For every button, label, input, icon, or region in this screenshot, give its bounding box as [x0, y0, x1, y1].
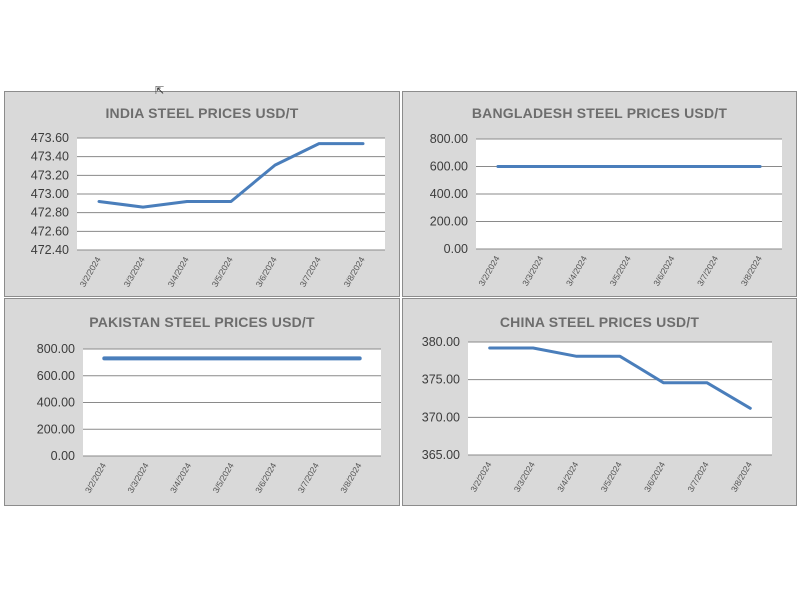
x-tick-label: 3/3/2024 [125, 461, 150, 495]
china-chart-svg: 380.00 375.00 370.00 365.00 3/2/2024 3/3/2024… [422, 335, 772, 494]
chart-title: PAKISTAN STEEL PRICES USD/T [89, 314, 315, 330]
y-tick-label: 472.80 [31, 206, 69, 220]
x-tick-label: 3/2/2024 [476, 254, 501, 288]
pakistan-chart-svg: 800.00 600.00 400.00 200.00 0.00 3/2/2024 3/3/… [37, 342, 381, 495]
plot-area [468, 342, 772, 455]
x-tick-label: 3/4/2024 [168, 461, 193, 495]
x-tick-label: 3/4/2024 [166, 255, 191, 289]
x-tick-label: 3/7/2024 [296, 461, 321, 495]
y-tick-label: 473.60 [31, 131, 69, 145]
y-tick-label: 370.00 [422, 410, 460, 424]
y-tick-label: 400.00 [430, 187, 468, 201]
x-tick-label: 3/5/2024 [211, 461, 236, 495]
y-tick-label: 473.20 [31, 168, 69, 182]
x-tick-label: 3/5/2024 [608, 254, 633, 288]
y-tick-label: 473.40 [31, 150, 69, 164]
y-tick-label: 200.00 [430, 215, 468, 229]
y-tick-label: 800.00 [430, 132, 468, 146]
x-tick-label: 3/2/2024 [468, 460, 493, 494]
x-tick-label: 3/3/2024 [122, 255, 147, 289]
pakistan-chart-panel: PAKISTAN STEEL PRICES USD/T 800.00 600.00… [4, 298, 400, 506]
y-tick-label: 600.00 [430, 160, 468, 174]
x-tick-label: 3/5/2024 [210, 255, 235, 289]
series-line [488, 346, 752, 410]
india-chart-svg: 473.60 473.40 473.20 473.00 472.80 472.60 472.… [31, 131, 385, 289]
x-tick-label: 3/6/2024 [253, 461, 278, 495]
y-tick-label: 472.40 [31, 243, 69, 257]
x-tick-label: 3/5/2024 [599, 460, 624, 494]
x-tick-label: 3/7/2024 [298, 255, 323, 289]
y-tick-label: 0.00 [444, 242, 468, 256]
y-tick-label: 800.00 [37, 342, 75, 356]
y-tick-label: 400.00 [37, 396, 75, 410]
india-chart-panel: INDIA STEEL PRICES USD/T 473.60 473.40 473… [4, 91, 400, 297]
x-tick-label: 3/8/2024 [342, 255, 367, 289]
y-tick-label: 375.00 [422, 373, 460, 387]
bangladesh-chart-svg: 800.00 600.00 400.00 200.00 0.00 3/2/2024 3/3/… [430, 132, 782, 288]
chart-title: BANGLADESH STEEL PRICES USD/T [471, 105, 728, 121]
x-tick-label: 3/6/2024 [254, 255, 279, 289]
x-tick-label: 3/2/2024 [78, 255, 103, 289]
y-tick-label: 472.60 [31, 224, 69, 238]
x-tick-label: 3/8/2024 [338, 461, 363, 495]
china-chart-panel: CHINA STEEL PRICES USD/T 380.00 375.00 370… [402, 298, 797, 506]
x-tick-label: 3/7/2024 [685, 460, 710, 494]
chart-title: INDIA STEEL PRICES USD/T [105, 105, 299, 121]
y-tick-label: 380.00 [422, 335, 460, 349]
y-tick-label: 473.00 [31, 187, 69, 201]
x-tick-label: 3/2/2024 [83, 461, 108, 495]
x-tick-label: 3/7/2024 [695, 254, 720, 288]
x-tick-label: 3/6/2024 [651, 254, 676, 288]
x-tick-label: 3/6/2024 [642, 460, 667, 494]
y-tick-label: 0.00 [51, 449, 75, 463]
x-tick-label: 3/8/2024 [739, 254, 764, 288]
y-tick-label: 200.00 [37, 422, 75, 436]
bangladesh-chart-panel: BANGLADESH STEEL PRICES USD/T 800.00 600.… [402, 91, 797, 297]
x-tick-label: 3/3/2024 [520, 254, 545, 288]
x-tick-label: 3/3/2024 [512, 460, 537, 494]
x-tick-label: 3/4/2024 [555, 460, 580, 494]
y-tick-label: 365.00 [422, 448, 460, 462]
x-tick-label: 3/4/2024 [564, 254, 589, 288]
chart-title: CHINA STEEL PRICES USD/T [499, 314, 700, 330]
mouse-cursor-icon: ⇱ [155, 85, 165, 97]
x-tick-label: 3/8/2024 [729, 460, 754, 494]
y-tick-label: 600.00 [37, 369, 75, 383]
